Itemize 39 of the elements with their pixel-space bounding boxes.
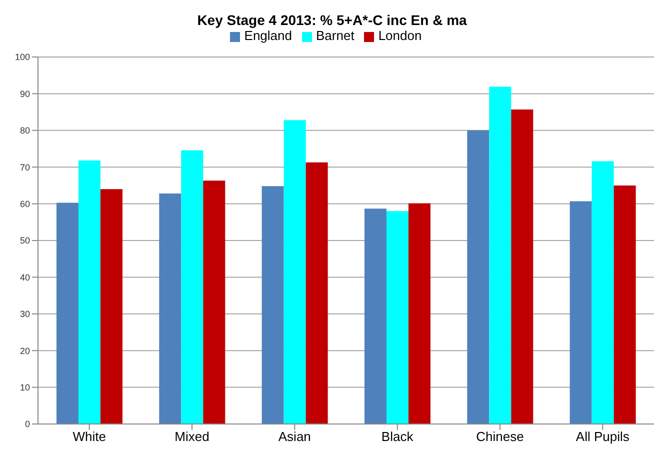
bar	[408, 203, 430, 424]
x-tick-label: White	[72, 429, 106, 444]
x-tick-label: Mixed	[174, 429, 210, 444]
y-tick-label: 10	[20, 382, 30, 392]
y-tick-label: 30	[20, 309, 30, 320]
y-tick-label: 90	[20, 88, 30, 99]
bar	[78, 160, 100, 424]
legend-label: Barnet	[316, 28, 354, 43]
y-tick-label: 50	[20, 236, 30, 246]
chart-title: Key Stage 4 2013: % 5+A*-C inc En & ma	[196, 11, 468, 30]
bar	[570, 201, 592, 424]
bar	[364, 208, 386, 424]
bar	[181, 150, 204, 424]
bar	[511, 109, 534, 424]
bar	[592, 161, 614, 424]
bar	[203, 180, 226, 424]
bar	[262, 186, 284, 424]
bar	[100, 189, 122, 424]
bar	[489, 86, 512, 424]
legend-label: London	[378, 28, 422, 43]
x-tick-label: Chinese	[476, 429, 524, 444]
y-tick-label: 60	[20, 198, 30, 209]
bar	[614, 185, 636, 424]
bar	[386, 211, 408, 424]
x-tick-label: Black	[381, 429, 414, 444]
y-tick-label: 100	[14, 52, 30, 62]
y-tick-label: 40	[20, 272, 30, 282]
y-tick-label: 0	[24, 419, 30, 430]
legend-label: England	[244, 28, 292, 43]
y-tick-label: 80	[20, 126, 30, 136]
bar	[56, 202, 78, 424]
bar	[284, 120, 306, 424]
bar	[159, 194, 182, 424]
bar	[306, 162, 328, 424]
x-tick-label: All Pupils	[576, 429, 630, 444]
bar	[467, 130, 490, 424]
x-tick-label: Asian	[278, 429, 311, 444]
y-tick-label: 20	[20, 346, 30, 356]
y-tick-label: 70	[20, 162, 30, 172]
